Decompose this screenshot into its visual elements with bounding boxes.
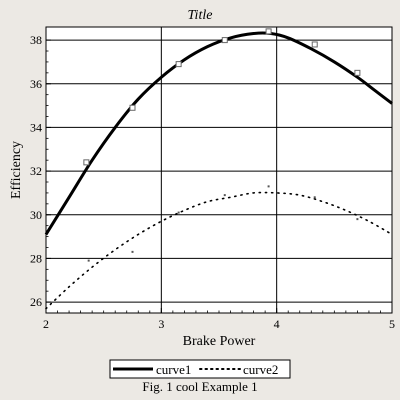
x-tick-label: 5 — [389, 317, 395, 331]
data-point-curve1 — [221, 37, 228, 44]
data-point-curve2 — [267, 185, 270, 188]
y-tick-label: 32 — [30, 164, 42, 178]
data-point-curve2 — [177, 211, 180, 214]
chart-title: Title — [188, 8, 213, 23]
figure-caption: Fig. 1 cool Example 1 — [142, 379, 257, 394]
data-point-curve1 — [354, 69, 361, 76]
x-axis-label: Brake Power — [183, 334, 256, 349]
y-tick-label: 26 — [30, 295, 42, 309]
data-point-curve1 — [129, 104, 136, 111]
series-line-curve1 — [44, 31, 393, 236]
data-point-curve2 — [313, 196, 316, 199]
y-tick-label: 36 — [30, 77, 42, 91]
y-tick-label: 28 — [30, 251, 42, 265]
x-tick-label: 2 — [43, 317, 49, 331]
series-layer — [44, 28, 393, 310]
y-tick-label: 38 — [30, 33, 42, 47]
data-point-curve1 — [175, 61, 182, 68]
legend-label-curve1: curve1 — [156, 362, 191, 377]
y-tick-label: 34 — [30, 120, 42, 134]
data-point-curve1 — [311, 41, 318, 48]
data-point-curve2 — [131, 250, 134, 253]
x-tick-label: 4 — [274, 317, 280, 331]
y-tick-label: 30 — [30, 208, 42, 222]
data-point-curve1 — [83, 159, 90, 166]
data-point-curve1 — [265, 28, 272, 35]
data-point-curve2 — [223, 194, 226, 197]
data-point-curve2 — [356, 218, 359, 221]
legend: curve1 curve2 — [109, 359, 291, 379]
plot-area — [46, 27, 392, 313]
y-axis-label: Efficiency — [9, 141, 24, 199]
legend-label-curve2: curve2 — [243, 362, 278, 377]
x-tick-label: 3 — [158, 317, 164, 331]
data-point-curve2 — [87, 259, 90, 262]
